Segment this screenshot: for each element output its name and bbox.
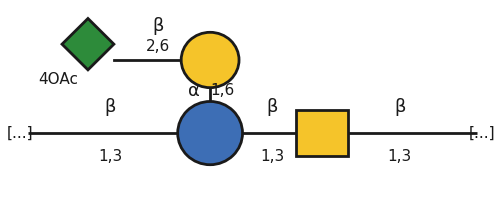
Text: 2,6: 2,6 — [146, 39, 170, 54]
Ellipse shape — [178, 101, 242, 165]
Text: β: β — [267, 98, 278, 116]
Text: β: β — [394, 98, 406, 116]
Polygon shape — [296, 110, 348, 156]
Text: α: α — [188, 82, 200, 100]
Polygon shape — [62, 19, 114, 70]
Text: 1,3: 1,3 — [98, 149, 122, 164]
Text: [...]: [...] — [6, 126, 33, 141]
Text: β: β — [104, 98, 116, 116]
Ellipse shape — [181, 32, 239, 88]
Text: β: β — [152, 17, 164, 35]
Text: 1,6: 1,6 — [210, 83, 234, 98]
Text: 1,3: 1,3 — [260, 149, 284, 164]
Text: 1,3: 1,3 — [388, 149, 411, 164]
Text: 4OAc: 4OAc — [38, 72, 78, 87]
Text: [...]: [...] — [468, 126, 495, 141]
